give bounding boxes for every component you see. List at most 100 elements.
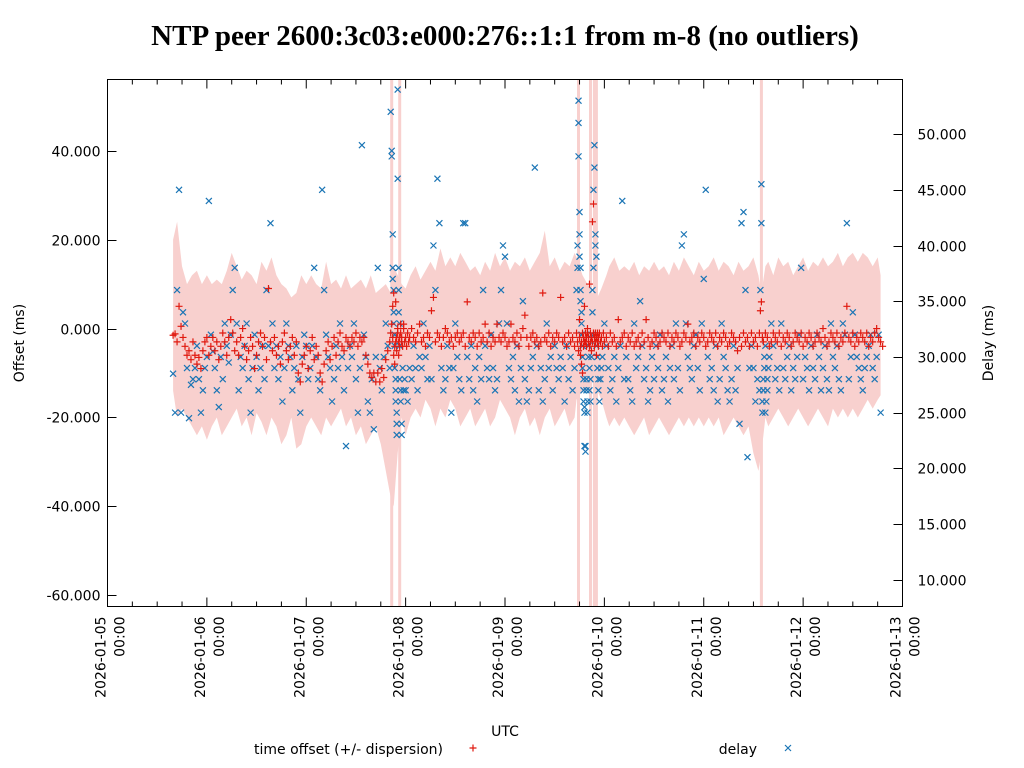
offset-point bbox=[469, 329, 477, 337]
offset-point bbox=[732, 338, 740, 346]
offset-point bbox=[322, 347, 330, 355]
offset-point bbox=[565, 329, 573, 337]
offset-point bbox=[239, 325, 247, 333]
delay-point bbox=[762, 398, 770, 405]
x-tick-label-date: 2026-01-13 bbox=[889, 617, 905, 698]
delay-point bbox=[271, 364, 278, 372]
offset-point bbox=[636, 342, 644, 350]
offset-point bbox=[459, 329, 467, 337]
delay-point bbox=[750, 364, 757, 372]
offset-point bbox=[614, 316, 622, 324]
delay-point bbox=[340, 386, 348, 394]
delay-point bbox=[473, 398, 481, 405]
delay-point bbox=[300, 331, 308, 339]
offset-point bbox=[626, 338, 634, 346]
offset-point bbox=[386, 338, 394, 346]
delay-point bbox=[579, 364, 586, 372]
dispersion-spike bbox=[594, 79, 598, 607]
delay-point bbox=[740, 208, 747, 216]
delay-point bbox=[402, 386, 410, 394]
offset-point bbox=[624, 333, 632, 341]
delay-point bbox=[666, 364, 674, 372]
delay-point bbox=[598, 353, 606, 361]
delay-point bbox=[539, 398, 547, 405]
delay-point bbox=[873, 353, 881, 361]
delay-point bbox=[670, 375, 678, 383]
offset-point bbox=[759, 338, 767, 346]
offset-point bbox=[257, 329, 265, 337]
offset-point bbox=[578, 360, 586, 368]
offset-point bbox=[253, 351, 261, 359]
delay-point bbox=[614, 364, 622, 372]
offset-point bbox=[765, 342, 773, 350]
offset-point bbox=[853, 333, 861, 341]
delay-point bbox=[451, 320, 459, 327]
delay-point bbox=[310, 264, 318, 272]
delay-point bbox=[461, 219, 469, 227]
delay-point bbox=[354, 409, 362, 417]
delay-point bbox=[479, 286, 487, 294]
delay-point bbox=[809, 364, 817, 372]
offset-point bbox=[585, 280, 593, 288]
x-axis: 2026-01-05 00:00 2026-01-06 00:00 2026-01-07… bbox=[94, 79, 924, 698]
offset-point bbox=[827, 329, 835, 337]
offset-point bbox=[708, 333, 716, 341]
offset-point bbox=[837, 333, 845, 341]
offset-point bbox=[821, 333, 829, 341]
delay-point bbox=[803, 364, 811, 372]
delay-point bbox=[370, 425, 378, 433]
x-tick-label-time: 00:00 bbox=[510, 617, 526, 657]
x-tick-label-time: 00:00 bbox=[808, 617, 824, 657]
delay-point bbox=[328, 398, 336, 405]
delay-point bbox=[394, 175, 402, 183]
y-axis-label: Offset (ms) bbox=[12, 304, 28, 382]
delay-point bbox=[320, 286, 328, 294]
delay-point bbox=[594, 375, 602, 383]
offset-point bbox=[674, 333, 682, 341]
offset-point bbox=[326, 356, 334, 364]
offset-point bbox=[225, 333, 233, 341]
legend-label-delay: delay bbox=[719, 742, 757, 758]
delay-point bbox=[593, 253, 600, 261]
delay-point bbox=[859, 386, 867, 394]
y2-tick-label: 40.000 bbox=[918, 240, 967, 256]
delay-point bbox=[173, 286, 181, 294]
offset-point bbox=[662, 338, 670, 346]
delay-point bbox=[459, 219, 467, 227]
offset-point bbox=[569, 333, 577, 341]
offset-point bbox=[207, 342, 215, 350]
delay-point bbox=[672, 320, 680, 327]
offset-point bbox=[433, 329, 441, 337]
delay-point bbox=[261, 375, 268, 383]
delay-point bbox=[219, 375, 227, 383]
offset-point bbox=[247, 333, 255, 341]
offset-point bbox=[376, 378, 384, 386]
offset-point bbox=[515, 342, 523, 350]
offset-point bbox=[700, 333, 708, 341]
offset-point bbox=[475, 329, 483, 337]
offset-point bbox=[298, 360, 306, 368]
offset-point bbox=[264, 285, 272, 293]
offset-point bbox=[694, 333, 702, 341]
offset-point bbox=[831, 338, 839, 346]
delay-point bbox=[395, 286, 403, 294]
delay-point bbox=[837, 386, 845, 394]
legend-marker-offset bbox=[469, 744, 477, 752]
offset-point bbox=[352, 329, 360, 337]
offset-point bbox=[567, 338, 575, 346]
delay-point bbox=[336, 320, 344, 327]
offset-point bbox=[537, 338, 545, 346]
delay-point bbox=[267, 219, 274, 227]
delay-point bbox=[632, 364, 640, 372]
delay-point bbox=[463, 353, 471, 361]
offset-point bbox=[387, 329, 395, 337]
delay-point bbox=[435, 219, 443, 227]
offset-point bbox=[684, 320, 692, 328]
delay-point bbox=[817, 386, 825, 394]
y2-tick-label: 25.000 bbox=[918, 407, 967, 423]
offset-point bbox=[400, 320, 408, 328]
delay-point bbox=[761, 409, 769, 417]
offset-point bbox=[423, 329, 431, 337]
delay-point bbox=[404, 398, 412, 405]
y2-tick-label: 35.000 bbox=[918, 295, 967, 311]
